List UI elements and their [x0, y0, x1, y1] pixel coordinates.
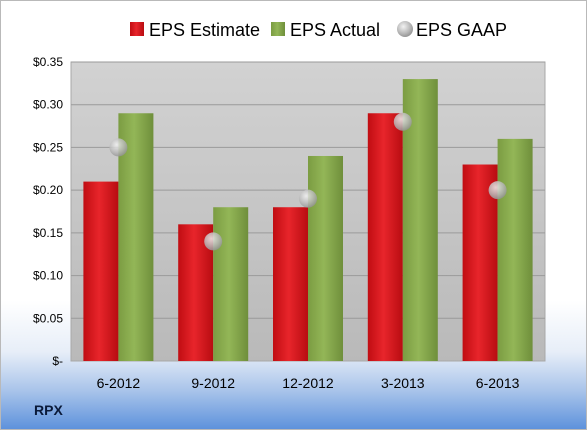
marker-eps-gaap [109, 138, 128, 157]
bars [83, 79, 533, 361]
y-tick-label: $0.25 [33, 140, 63, 154]
ticker-label: RPX [34, 402, 63, 418]
bar-eps-actual [118, 113, 154, 361]
bar-eps-estimate [83, 181, 119, 361]
y-axis-ticks: $- $0.05 $0.10 $0.15 $0.20 $0.25 $0.30 $0.35 [33, 55, 63, 368]
y-tick-label: $0.10 [33, 269, 63, 283]
y-tick-label: $- [52, 354, 63, 368]
legend-label-estimate: EPS Estimate [149, 20, 260, 40]
x-tick-label: 9-2012 [191, 375, 235, 391]
x-tick-label: 12-2012 [282, 375, 334, 391]
legend-label-gaap: EPS GAAP [416, 20, 507, 40]
marker-eps-gaap [299, 189, 317, 208]
legend-swatch-actual [271, 22, 285, 36]
x-tick-label: 6-2013 [476, 375, 520, 391]
marker-eps-gaap [204, 232, 223, 251]
y-tick-label: $0.35 [33, 55, 63, 69]
x-tick-label: 3-2013 [381, 375, 425, 391]
legend-swatch-estimate [130, 22, 144, 36]
legend-label-actual: EPS Actual [290, 20, 380, 40]
x-axis-ticks: 6-2012 9-2012 12-2012 3-2013 6-2013 [97, 375, 520, 391]
bar-eps-estimate [367, 113, 403, 361]
legend-swatch-gaap [397, 21, 413, 37]
marker-eps-gaap [393, 112, 412, 131]
gaap-markers [109, 112, 507, 251]
legend: EPS Estimate EPS Actual EPS GAAP [130, 20, 507, 40]
bar-eps-actual [213, 207, 249, 361]
bar-eps-actual [497, 138, 533, 361]
x-tick-label: 6-2012 [97, 375, 141, 391]
marker-eps-gaap [488, 181, 507, 200]
y-tick-label: $0.20 [33, 183, 63, 197]
y-tick-label: $0.15 [33, 226, 63, 240]
bar-eps-estimate [462, 164, 498, 361]
bar-eps-estimate [273, 207, 308, 361]
bar-eps-actual [308, 155, 343, 361]
y-tick-label: $0.30 [33, 98, 63, 112]
y-tick-label: $0.05 [33, 311, 63, 325]
